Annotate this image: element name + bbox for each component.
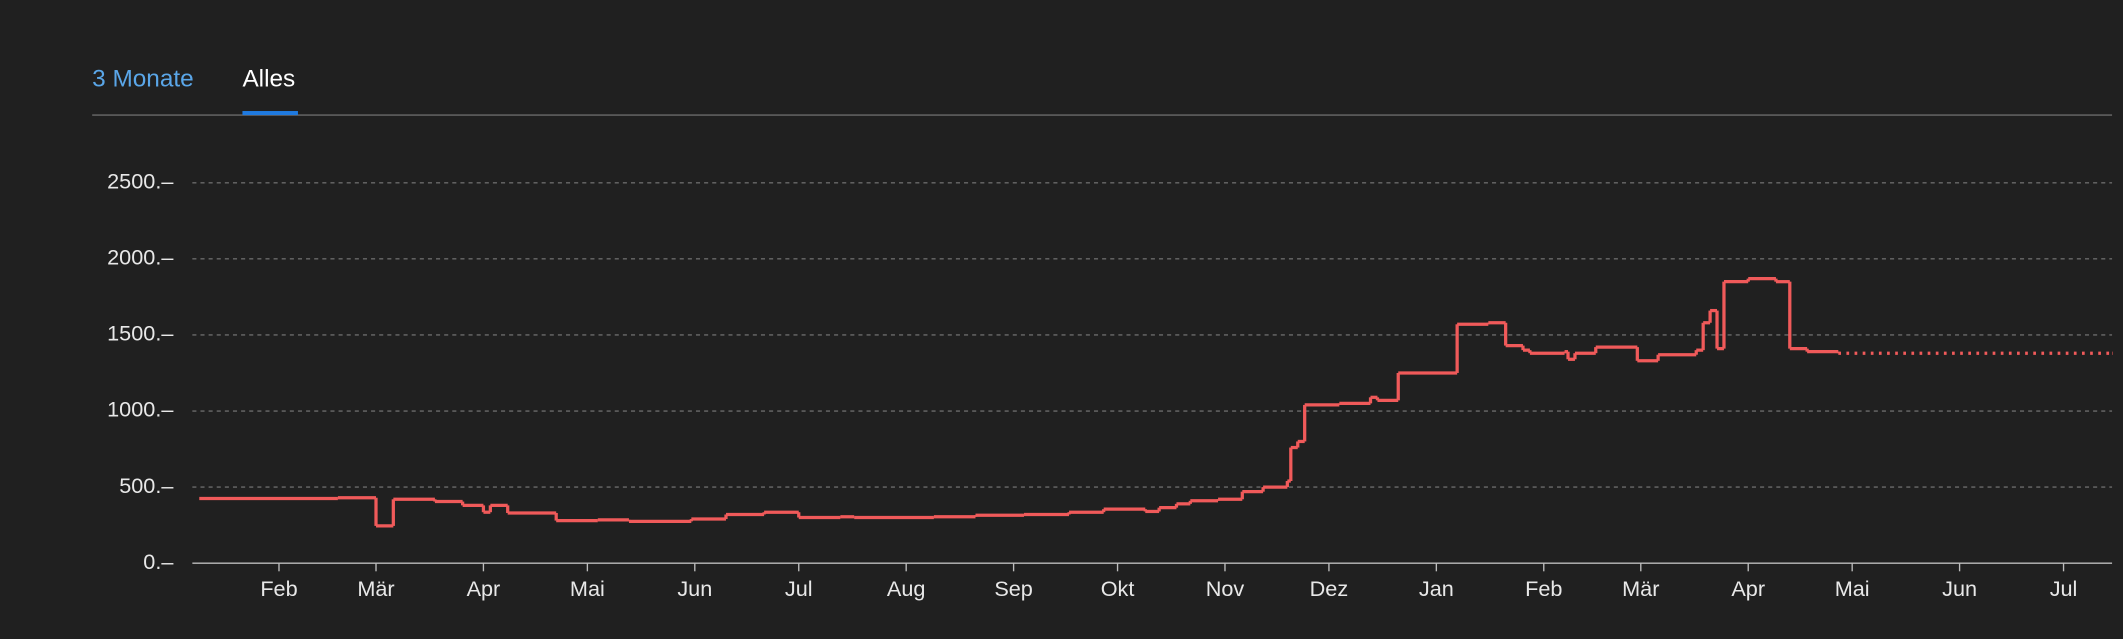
x-tick-label: Apr: [1731, 576, 1765, 601]
x-tick-label: Feb: [1525, 576, 1562, 601]
x-tick-label: Feb: [260, 576, 297, 601]
x-tick-label: Jul: [2050, 576, 2078, 601]
tab[interactable]: Alles: [242, 65, 295, 92]
x-tick-label: Jan: [1419, 576, 1454, 601]
x-tick-label: Aug: [887, 576, 926, 601]
tab[interactable]: 3 Monate: [92, 65, 194, 92]
y-tick-label: 2500.–: [107, 168, 174, 193]
x-tick-label: Jun: [677, 576, 712, 601]
x-tick-label: Mär: [1622, 576, 1659, 601]
y-tick-label: 1500.–: [107, 321, 174, 346]
x-tick-label: Mai: [1835, 576, 1870, 601]
x-tick-label: Nov: [1206, 576, 1245, 601]
y-tick-label: 2000.–: [107, 245, 174, 270]
x-tick-label: Jun: [1942, 576, 1977, 601]
x-tick-label: Jul: [785, 576, 813, 601]
y-tick-label: 500.–: [119, 473, 174, 498]
x-tick-label: Okt: [1101, 576, 1135, 601]
y-tick-label: 1000.–: [107, 397, 174, 422]
x-tick-label: Mär: [357, 576, 394, 601]
x-tick-label: Dez: [1310, 576, 1349, 601]
x-tick-label: Mai: [570, 576, 605, 601]
x-tick-label: Sep: [994, 576, 1033, 601]
tab-indicator: [242, 111, 298, 116]
x-tick-label: Apr: [467, 576, 501, 601]
y-tick-label: 0.–: [143, 549, 174, 574]
